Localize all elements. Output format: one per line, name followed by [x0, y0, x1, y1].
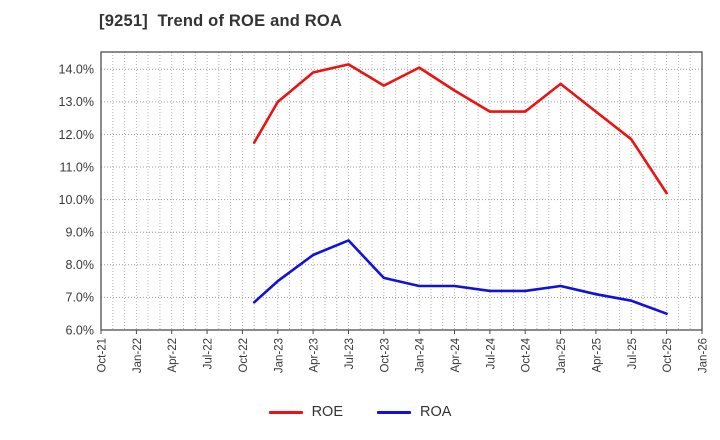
roe-line	[252, 63, 668, 195]
x-tick-label: Jan-23	[273, 338, 285, 373]
x-tick-label: Jul-22	[203, 338, 215, 369]
x-tick-label: Oct-25	[662, 338, 674, 373]
roa-line-swatch	[377, 410, 411, 414]
legend-item-roa: ROA	[377, 404, 451, 420]
y-tick-label: 6.0%	[66, 323, 95, 337]
plot-border	[100, 51, 703, 331]
x-tick-label: Jan-24	[415, 337, 427, 373]
x-tick-label: Apr-22	[167, 338, 179, 373]
y-tick-label: 13.0%	[59, 95, 94, 109]
y-axis-labels: 6.0% 7.0% 8.0% 9.0% 10.0% 11.0% 12.0% 13.0% 14.0…	[59, 63, 94, 338]
x-tick-label: Oct-22	[238, 338, 250, 373]
y-tick-label: 12.0%	[59, 128, 94, 142]
roe-line-swatch	[268, 410, 303, 414]
x-tick-label: Apr-25	[591, 338, 603, 373]
y-tick-label: 8.0%	[66, 258, 95, 272]
chart-title: [9251] Trend of ROE and ROA	[99, 12, 343, 30]
legend-label-roe: ROE	[311, 404, 343, 420]
x-tick-label: Oct-21	[97, 338, 109, 373]
legend-label-roa: ROA	[420, 404, 452, 420]
y-tick-label: 14.0%	[59, 63, 94, 77]
roa-line	[252, 239, 668, 316]
x-tick-label: Oct-24	[521, 337, 533, 372]
x-tick-label: Jan-25	[556, 338, 568, 373]
chart-legend: ROE ROA	[0, 404, 720, 420]
x-gridlines	[112, 52, 691, 330]
roe-roa-trend-chart: Oct-21 Jan-22 Apr-22 Jul-22 Oct-22 Jan-23 Apr-…	[59, 51, 710, 373]
x-tick-label: Jan-26	[698, 338, 710, 373]
y-gridlines	[101, 68, 702, 298]
y-tick-label: 10.0%	[59, 193, 94, 207]
series-lines	[252, 63, 668, 316]
y-tick-label: 9.0%	[66, 226, 95, 240]
x-tick-label: Jul-25	[627, 338, 639, 369]
x-tick-label: Apr-23	[309, 338, 321, 373]
x-tick-label: Jul-23	[344, 338, 356, 369]
x-tick-label: Apr-24	[450, 337, 462, 372]
x-tick-label: Oct-23	[379, 338, 391, 373]
x-tick-label: Jul-24	[485, 337, 497, 369]
legend-item-roe: ROE	[268, 404, 343, 420]
x-tick-label: Jan-22	[132, 338, 144, 373]
x-axis-labels: Oct-21 Jan-22 Apr-22 Jul-22 Oct-22 Jan-23 Apr-…	[97, 330, 710, 373]
y-tick-label: 7.0%	[66, 291, 95, 305]
y-tick-label: 11.0%	[59, 160, 94, 174]
